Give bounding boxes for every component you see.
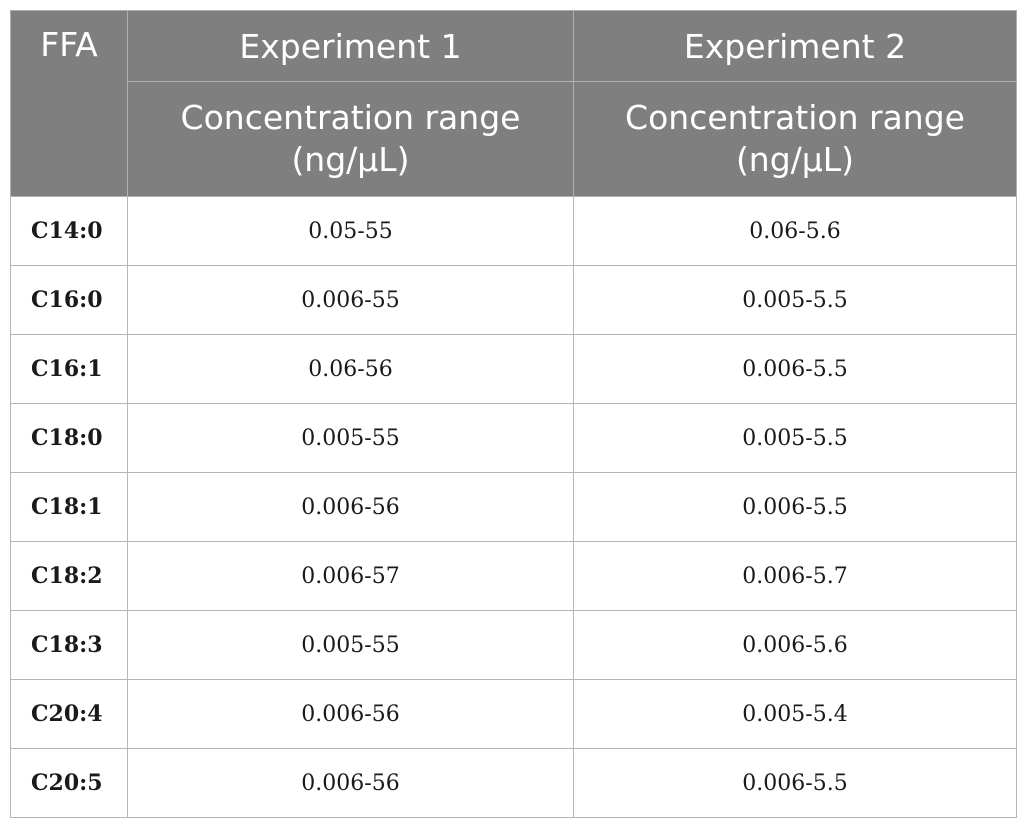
cell-exp2: 0.005-5.4 (573, 679, 1017, 749)
table-row: C18:3 0.005-55 0.006-5.6 (10, 610, 1017, 680)
table-header: FFA Experiment 1 Experiment 2 Concentrat… (10, 10, 1017, 197)
cell-exp1: 0.05-55 (127, 196, 574, 266)
cell-ffa: C16:1 (10, 334, 128, 404)
subheader-experiment-1: Concentration range (ng/μL) (127, 81, 574, 197)
cell-exp2: 0.006-5.5 (573, 748, 1017, 818)
table-row: C18:0 0.005-55 0.005-5.5 (10, 403, 1017, 473)
table-row: C20:5 0.006-56 0.006-5.5 (10, 748, 1017, 818)
cell-ffa: C18:3 (10, 610, 128, 680)
cell-exp1: 0.06-56 (127, 334, 574, 404)
cell-exp1: 0.006-55 (127, 265, 574, 335)
cell-ffa: C16:0 (10, 265, 128, 335)
subheader-1-line-1: Concentration range (180, 98, 521, 137)
header-experiment-1: Experiment 1 (127, 10, 574, 82)
cell-exp1: 0.006-57 (127, 541, 574, 611)
subheader-2-line-2: (ng/μL) (735, 140, 855, 179)
table-row: C18:2 0.006-57 0.006-5.7 (10, 541, 1017, 611)
cell-ffa: C18:1 (10, 472, 128, 542)
subheader-experiment-2: Concentration range (ng/μL) (573, 81, 1017, 197)
cell-exp1: 0.005-55 (127, 403, 574, 473)
table-row: C18:1 0.006-56 0.006-5.5 (10, 472, 1017, 542)
cell-ffa: C14:0 (10, 196, 128, 266)
table-row: C16:1 0.06-56 0.006-5.5 (10, 334, 1017, 404)
cell-ffa: C18:0 (10, 403, 128, 473)
subheader-1-line-2: (ng/μL) (291, 140, 410, 179)
cell-exp2: 0.005-5.5 (573, 403, 1017, 473)
cell-exp2: 0.006-5.5 (573, 334, 1017, 404)
cell-exp2: 0.005-5.5 (573, 265, 1017, 335)
header-row: FFA Experiment 1 Experiment 2 (10, 10, 1017, 197)
cell-exp2: 0.06-5.6 (573, 196, 1017, 266)
header-ffa: FFA (10, 10, 128, 197)
subheader-row: Concentration range (ng/μL) Concentratio… (11, 81, 1017, 197)
cell-exp1: 0.005-55 (127, 610, 574, 680)
subheader-2-line-1: Concentration range (625, 98, 965, 137)
cell-ffa: C20:4 (10, 679, 128, 749)
header-experiment-2: Experiment 2 (573, 10, 1017, 82)
table-row: C16:0 0.006-55 0.005-5.5 (10, 265, 1017, 335)
cell-exp2: 0.006-5.6 (573, 610, 1017, 680)
cell-exp2: 0.006-5.7 (573, 541, 1017, 611)
ffa-concentration-table: FFA Experiment 1 Experiment 2 Concentrat… (10, 10, 1017, 818)
table-row: C14:0 0.05-55 0.06-5.6 (10, 196, 1017, 266)
cell-exp1: 0.006-56 (127, 472, 574, 542)
table-body: C14:0 0.05-55 0.06-5.6 C16:0 0.006-55 0.… (10, 196, 1017, 818)
table-container: FFA Experiment 1 Experiment 2 Concentrat… (10, 10, 1017, 818)
cell-exp1: 0.006-56 (127, 748, 574, 818)
cell-exp2: 0.006-5.5 (573, 472, 1017, 542)
cell-exp1: 0.006-56 (127, 679, 574, 749)
table-row: C20:4 0.006-56 0.005-5.4 (10, 679, 1017, 749)
cell-ffa: C20:5 (10, 748, 128, 818)
cell-ffa: C18:2 (10, 541, 128, 611)
